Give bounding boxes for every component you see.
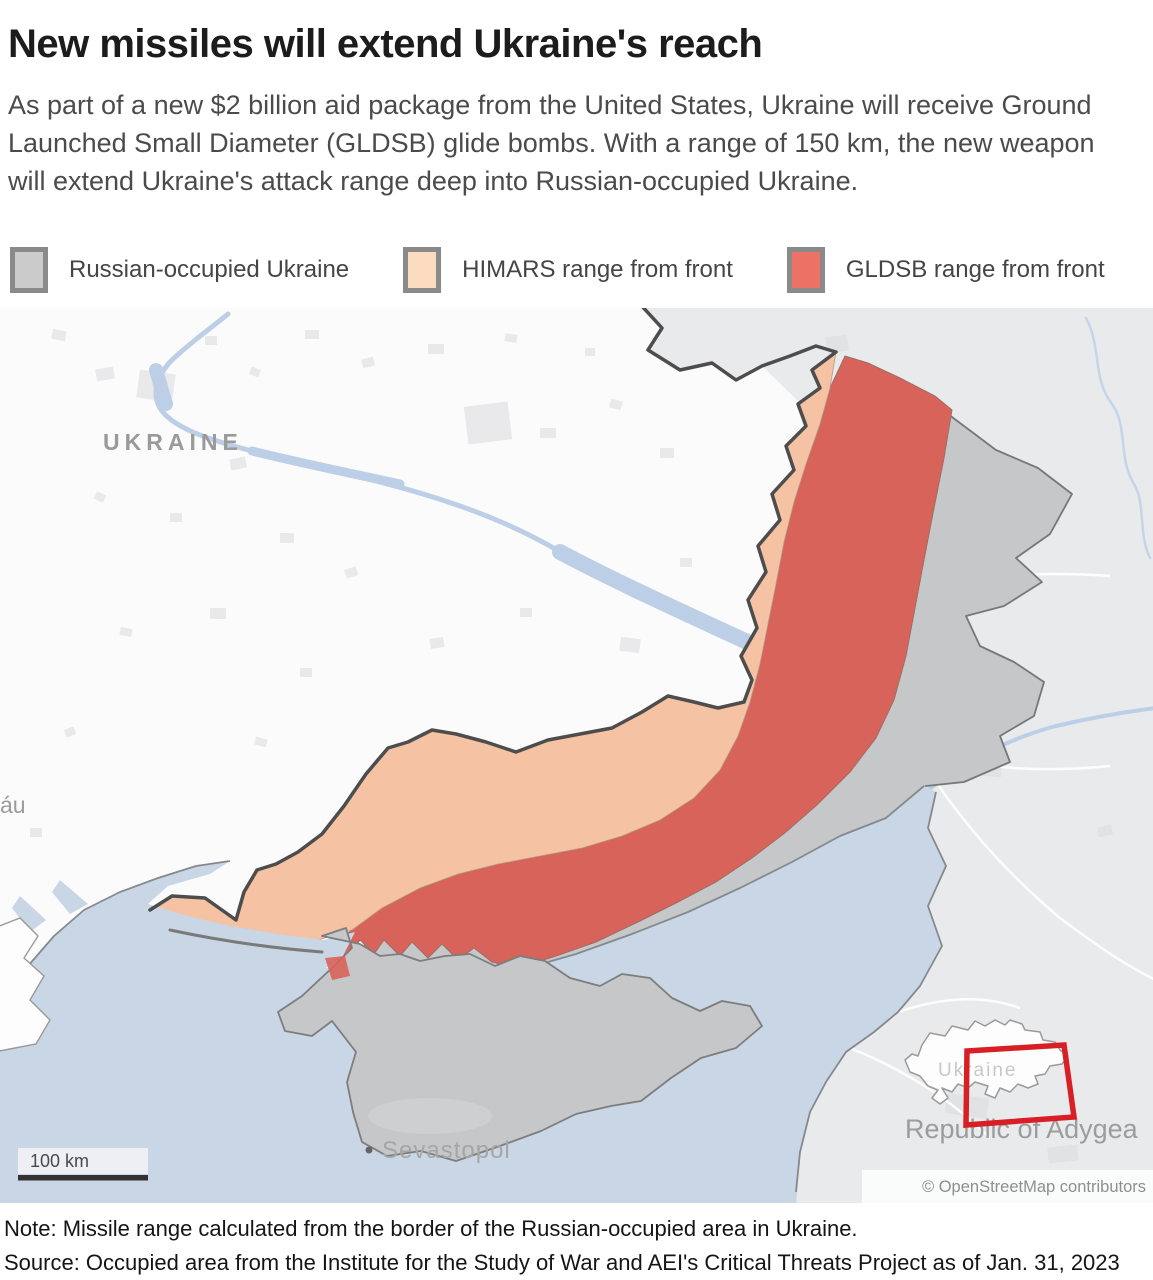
estuary-inlets	[12, 880, 88, 932]
sevastopol-label: Sevastopol	[382, 1137, 511, 1164]
urban-patches	[30, 328, 692, 837]
front-line	[148, 308, 838, 922]
source-text: Source: Occupied area from the Institute…	[4, 1250, 1120, 1275]
inset-locator: Ukraine	[904, 1019, 1078, 1128]
legend-item-himars: HIMARS range from front	[403, 247, 733, 293]
attribution: © OpenStreetMap contributors	[862, 1170, 1153, 1203]
map: UKRAINE áu Sevastopol Republic of Adygea…	[0, 308, 1153, 1203]
header: New missiles will extend Ukraine's reach…	[0, 0, 1153, 200]
scale-bar: 100 km	[18, 1148, 148, 1181]
inset-ukraine-shape	[904, 1019, 1069, 1105]
legend-item-occupied: Russian-occupied Ukraine	[10, 247, 349, 293]
gldsb-swatch-icon	[786, 247, 825, 293]
legend-label: Russian-occupied Ukraine	[69, 256, 350, 283]
legend-label: GLDSB range from front	[845, 256, 1105, 283]
note-text: Note: Missile range calculated from the …	[4, 1216, 858, 1241]
scale-bar-rule	[18, 1175, 148, 1181]
sevastopol-dot	[365, 1146, 373, 1154]
map-canvas: UKRAINE áu Sevastopol Republic of Adygea…	[0, 308, 1153, 1203]
inset-country-label: Ukraine	[938, 1060, 1017, 1081]
crimea-terrain-patch	[368, 1098, 492, 1134]
footer: Note: Missile range calculated from the …	[0, 1203, 1153, 1280]
scale-bar-label: 100 km	[30, 1151, 89, 1171]
inset-extent-box	[963, 1042, 1078, 1128]
occupied-swatch-icon	[10, 247, 48, 293]
kinburn-spit	[168, 928, 324, 954]
subtitle: As part of a new $2 billion aid package …	[8, 90, 1095, 196]
legend-item-gldsb: GLDSB range from front	[786, 247, 1105, 293]
perekop-red-patch	[325, 956, 350, 980]
page-title: New missiles will extend Ukraine's reach	[8, 22, 763, 66]
legend-label: HIMARS range from front	[462, 256, 733, 283]
legend: Russian-occupied Ukraine HIMARS range fr…	[10, 246, 1153, 294]
himars-swatch-icon	[403, 247, 442, 293]
attribution-label: © OpenStreetMap contributors	[922, 1178, 1146, 1196]
partial-city-label: áu	[0, 792, 26, 818]
danube-delta-land	[0, 917, 51, 1052]
country-label: UKRAINE	[103, 429, 243, 455]
